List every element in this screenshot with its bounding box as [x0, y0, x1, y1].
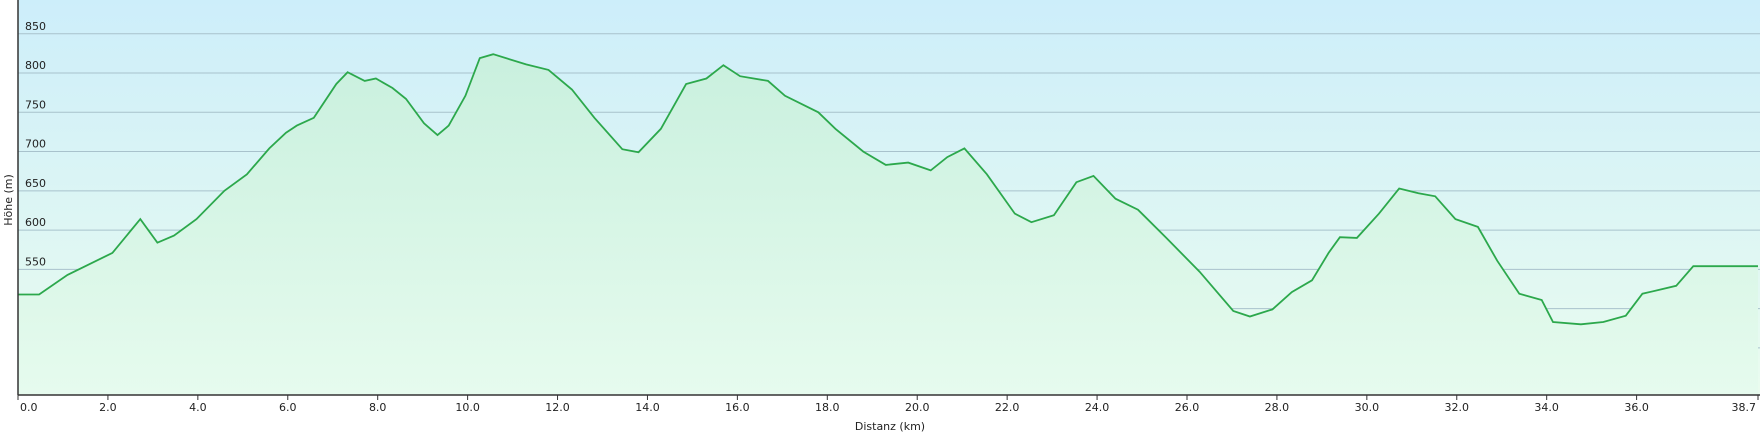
x-tick-label: 24.0	[1085, 401, 1110, 414]
area	[18, 54, 1758, 395]
x-tick-label: 28.0	[1265, 401, 1290, 414]
x-tick-label: 20.0	[905, 401, 930, 414]
x-tick-label: 4.0	[189, 401, 207, 414]
y-tick-label: 600	[25, 216, 46, 229]
y-tick-label: 850	[25, 20, 46, 33]
x-tick-label: 22.0	[995, 401, 1020, 414]
y-tick-label: 700	[25, 138, 46, 151]
x-axis-label: Distanz (km)	[855, 420, 925, 433]
y-tick-label: 800	[25, 59, 46, 72]
y-axis-label: Höhe (m)	[2, 174, 15, 226]
x-tick-label: 8.0	[369, 401, 387, 414]
x-tick-label: 32.0	[1445, 401, 1470, 414]
x-tick-label: 0.0	[20, 401, 38, 414]
x-tick-label: 38.7	[1732, 401, 1757, 414]
x-tick-label: 30.0	[1355, 401, 1380, 414]
x-tick-label: 2.0	[99, 401, 117, 414]
x-tick-label: 10.0	[455, 401, 480, 414]
x-tick-label: 14.0	[635, 401, 660, 414]
y-tick-label: 750	[25, 98, 46, 111]
y-tick-label: 650	[25, 177, 46, 190]
x-tick-label: 36.0	[1624, 401, 1649, 414]
line	[18, 53, 1758, 326]
x-tick-label: 26.0	[1175, 401, 1200, 414]
x-tick-label: 18.0	[815, 401, 840, 414]
y-tick-label: 550	[25, 255, 46, 268]
x-tick-label: 34.0	[1534, 401, 1559, 414]
x-tick-label: 6.0	[279, 401, 297, 414]
x-tick-label: 16.0	[725, 401, 750, 414]
x-tick-label: 12.0	[545, 401, 570, 414]
